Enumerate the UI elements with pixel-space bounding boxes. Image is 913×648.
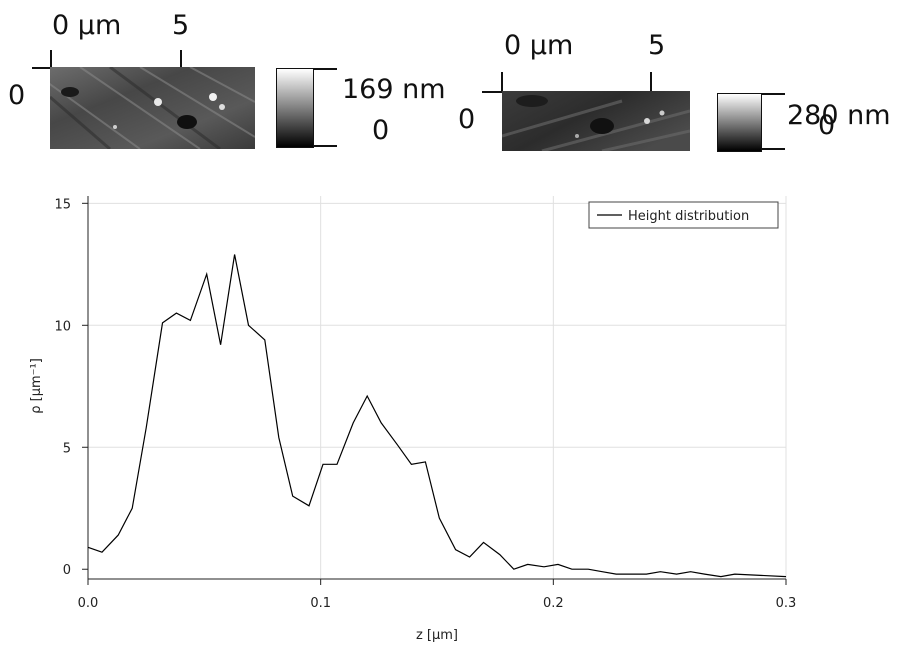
image-1-colorbar	[276, 68, 314, 148]
afm-height-image-1	[50, 67, 255, 149]
image-1-top-tick-5	[180, 50, 182, 68]
image-1-x-tick-0: 0 µm	[52, 10, 122, 41]
image-2-left-tick	[482, 91, 502, 93]
x-tick-label-2: 0.2	[543, 596, 564, 611]
image-1-left-tick	[32, 67, 50, 69]
image-2-y-tick: 0	[458, 104, 476, 135]
image-1-colorbar-max: 169 nm	[342, 74, 446, 105]
image-1-y-tick: 0	[8, 80, 26, 111]
image-2-colorbar-top-tick	[761, 93, 785, 95]
x-axis-ticks: 0.0 0.1 0.2 0.3	[78, 579, 797, 611]
image-1-colorbar-bottom-tick	[313, 145, 337, 147]
chart-legend: Height distribution	[588, 201, 779, 229]
x-tick-label-0: 0.0	[78, 596, 99, 611]
y-axis-ticks: 0 5 10 15	[54, 197, 88, 578]
image-1-top-tick-0	[50, 50, 52, 68]
height-distribution-chart: 0 5 10 15 0.0 0.1 0.2 0.3 z [µm] ρ [µm⁻¹] Heig…	[29, 196, 797, 643]
x-tick-label-1: 0.1	[310, 596, 331, 611]
image-2-colorbar-max: 280 nm	[787, 100, 891, 131]
image-2-colorbar-bottom-tick	[761, 148, 785, 150]
y-tick-label-3: 15	[54, 197, 71, 212]
image-2-x-tick-0: 0 µm	[504, 30, 574, 61]
image-2-x-tick-1: 5	[648, 30, 666, 61]
image-1-x-tick-1: 5	[172, 10, 190, 41]
legend-label: Height distribution	[628, 209, 749, 224]
y-tick-label-1: 5	[63, 441, 71, 456]
image-2-colorbar	[717, 93, 762, 152]
image-2-colorbar-min: 0	[818, 110, 836, 141]
y-tick-label-0: 0	[63, 563, 71, 578]
x-axis-label: z [µm]	[416, 628, 458, 643]
afm-height-image-2	[502, 91, 690, 151]
y-tick-label-2: 10	[54, 319, 71, 334]
chart-grid	[88, 196, 787, 579]
image-1-colorbar-min: 0	[372, 115, 390, 146]
image-2-top-tick-5	[650, 72, 652, 92]
x-tick-label-3: 0.3	[776, 596, 797, 611]
image-2-top-tick-0	[501, 72, 503, 92]
y-axis-label: ρ [µm⁻¹]	[29, 358, 44, 414]
series-height-distribution-line	[87, 254, 787, 578]
image-1-colorbar-top-tick	[313, 68, 337, 70]
